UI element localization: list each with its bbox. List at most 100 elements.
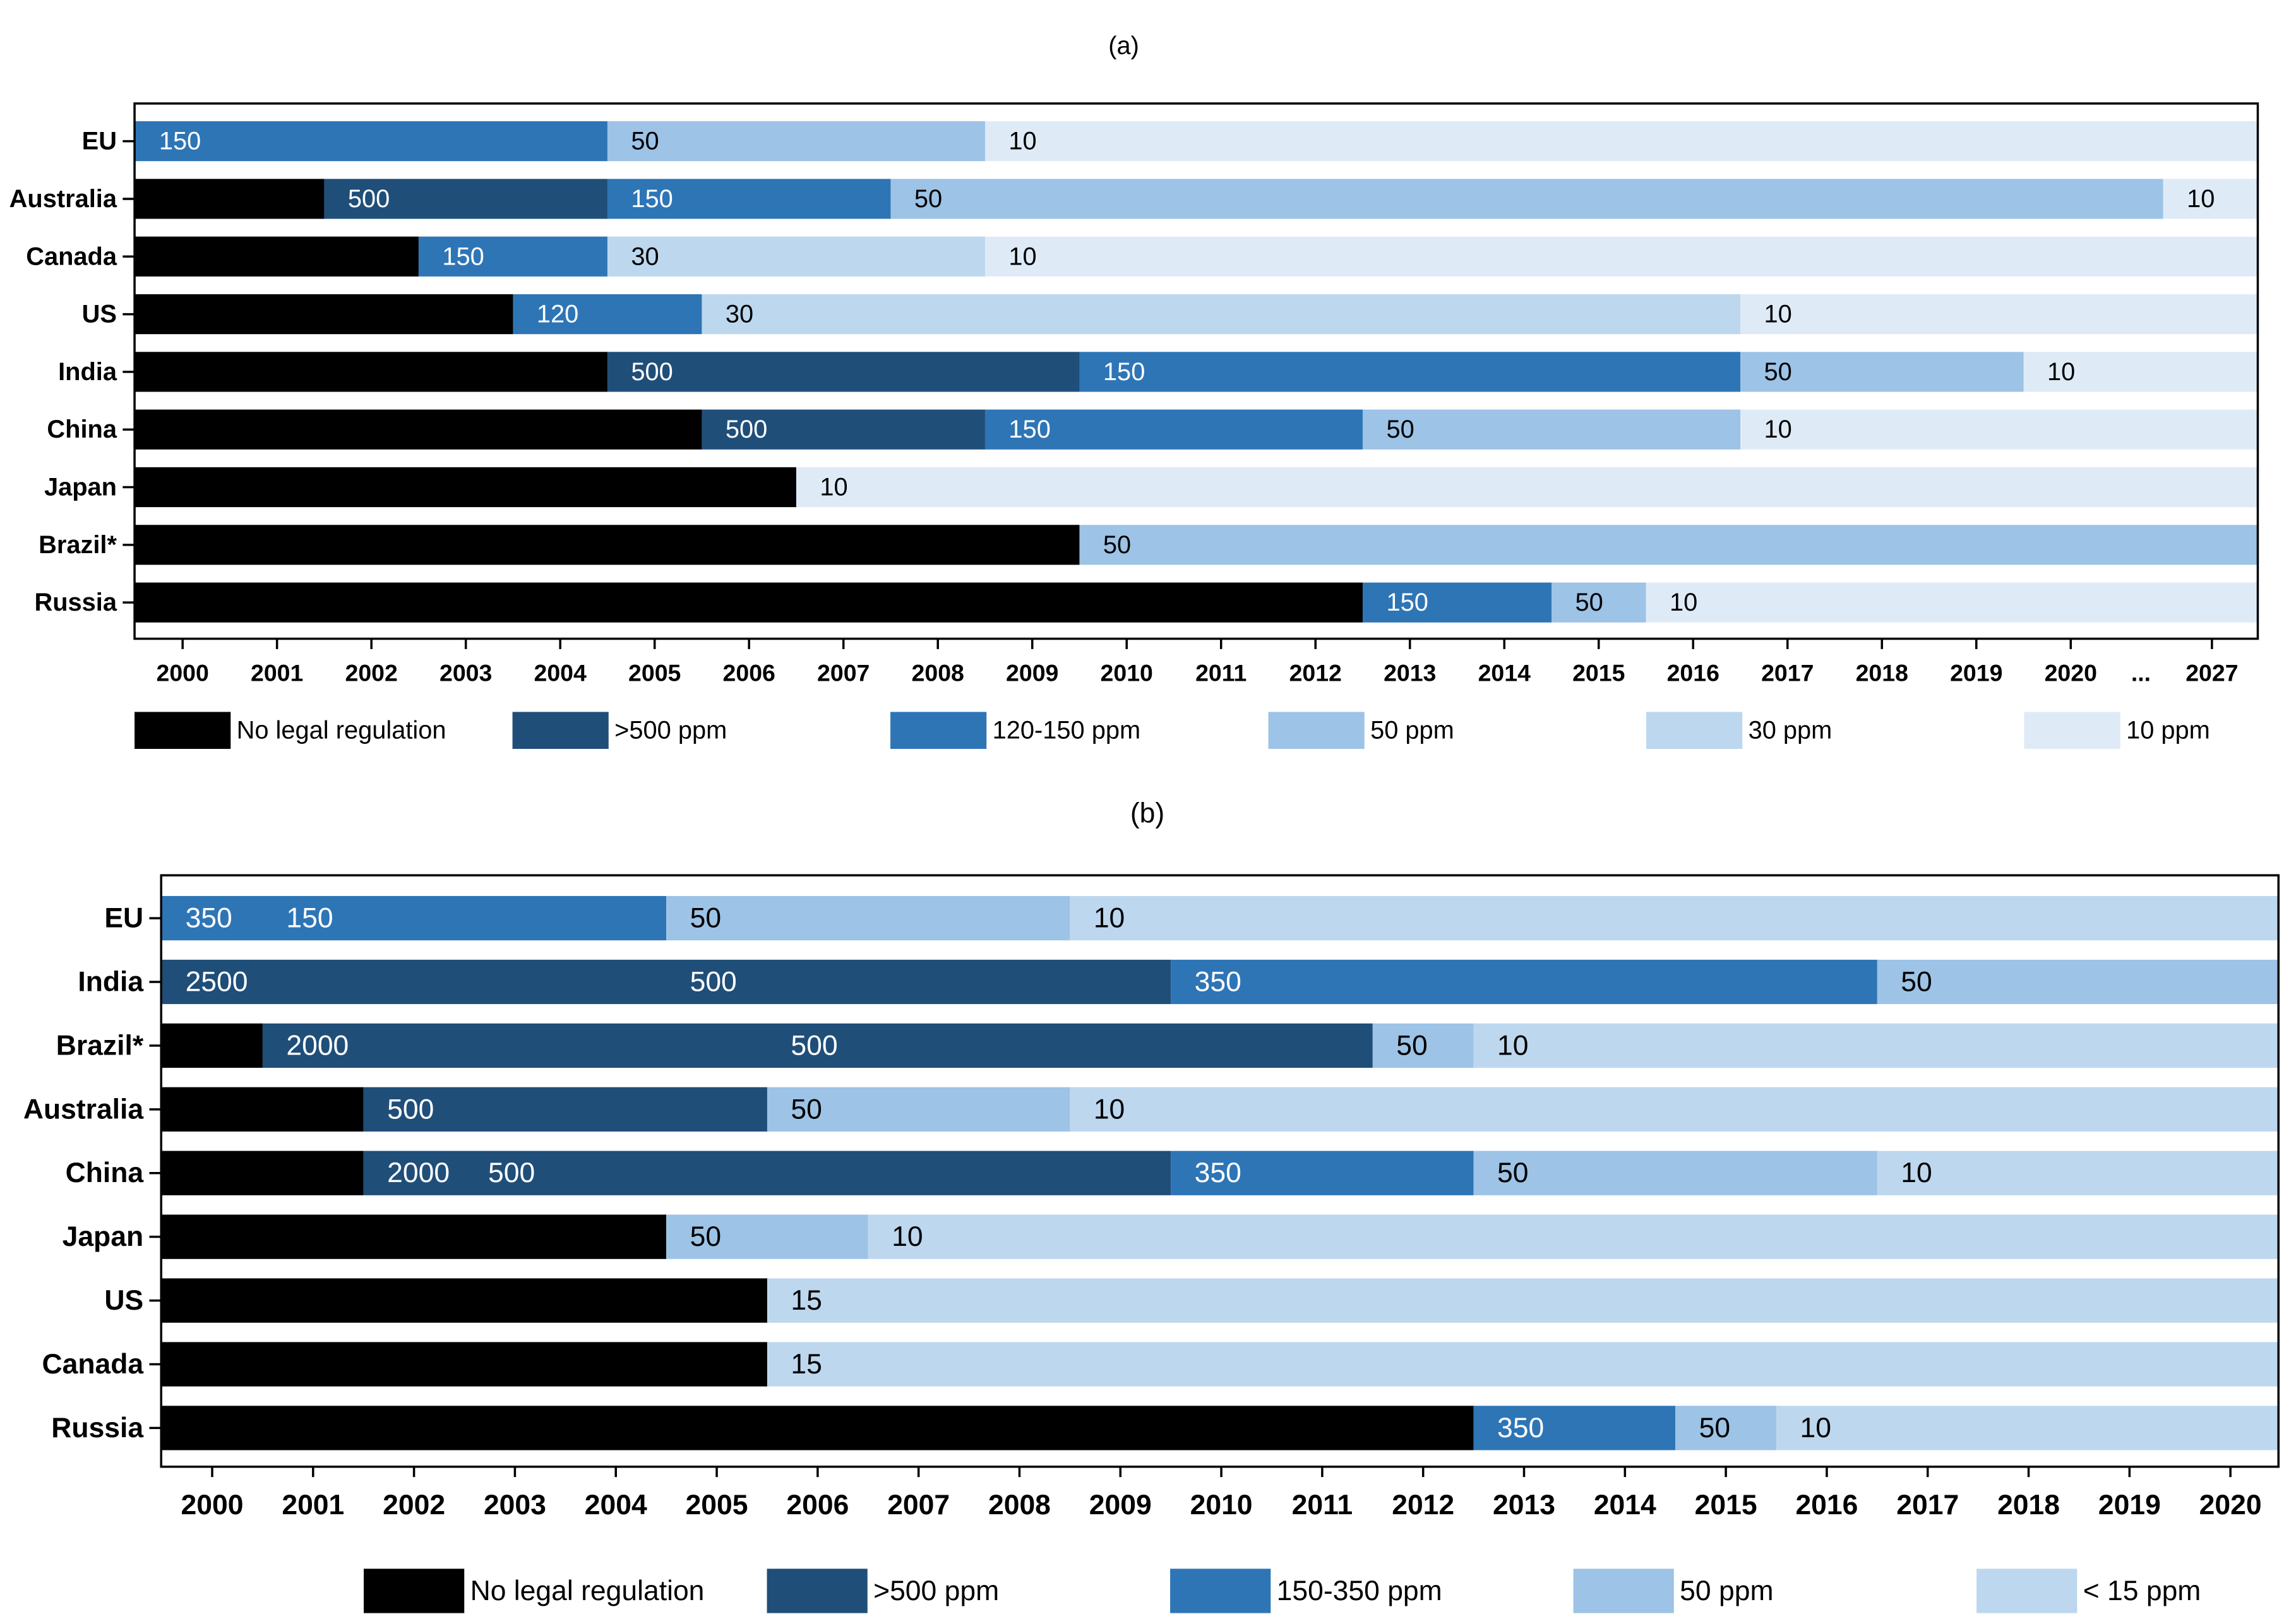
row-china: 500 150 50 10 China <box>47 409 2258 450</box>
legend-label: 10 ppm <box>2126 717 2210 744</box>
bar-segment <box>162 959 1171 1005</box>
legend-item: No legal regulation <box>364 1569 704 1613</box>
segment-value-label: 10 <box>1008 128 1036 155</box>
legend-item: 150-350 ppm <box>1170 1569 1442 1613</box>
segment-value-label: 500 <box>690 966 737 997</box>
country-label: Brazil* <box>39 531 117 559</box>
segment-value-label: 10 <box>892 1221 923 1252</box>
x-tick-label: 2004 <box>585 1490 647 1521</box>
bar-segment <box>868 1214 2279 1259</box>
x-tick-label: 2001 <box>251 659 303 686</box>
legend-label: >500 ppm <box>873 1575 999 1606</box>
x-tick-label: 2014 <box>1594 1490 1656 1521</box>
bar-segment <box>363 1087 767 1132</box>
country-label: Canada <box>26 242 117 270</box>
x-tick-label: 2018 <box>1997 1490 2060 1521</box>
x-tick-label: 2020 <box>2199 1490 2262 1521</box>
legend-label: >500 ppm <box>614 717 727 744</box>
row-japan: 10 Japan <box>44 467 2258 508</box>
row-china: 350 50 10 2000 500 China <box>66 1151 2279 1195</box>
segment-value-label: 50 <box>1103 531 1131 559</box>
x-tick-label: 2007 <box>817 659 870 686</box>
bar-segment <box>607 352 1080 392</box>
legend-swatch <box>1573 1569 1674 1613</box>
bar-segment <box>135 179 325 219</box>
bar-segment <box>324 179 607 219</box>
bar-segment <box>135 409 702 450</box>
country-label: India <box>78 966 144 997</box>
segment-value-label: 500 <box>348 185 390 213</box>
row-us: 15 US <box>104 1278 2279 1323</box>
x-tick-label: 2004 <box>534 659 587 686</box>
segment-value-label: 15 <box>791 1285 822 1316</box>
row-russia: 350 50 10 Russia <box>51 1406 2279 1450</box>
bar-segment <box>1675 1406 1777 1450</box>
segment-value-label: 150 <box>442 242 484 270</box>
legend-label: 30 ppm <box>1749 717 1833 744</box>
bar-segment <box>607 236 985 277</box>
segment-value-label: 350 <box>1195 966 1241 997</box>
segment-value-label: 150 <box>159 128 201 155</box>
segment-value-label: 10 <box>2187 185 2215 213</box>
bar-segment <box>702 294 1741 335</box>
country-label: Australia <box>9 185 117 213</box>
bar-segment <box>1740 294 2258 335</box>
x-tick-label: 2027 <box>2185 659 2238 686</box>
segment-value-label: 150 <box>1386 589 1428 616</box>
x-tick-label: ... <box>2131 659 2151 686</box>
legend-item: 50 ppm <box>1268 712 1454 749</box>
bar-segment <box>513 294 702 335</box>
bar-segment <box>135 352 607 392</box>
x-tick-label: 2015 <box>1695 1490 1757 1521</box>
x-tick-label: 2011 <box>1195 659 1247 686</box>
row-eu: 150 50 10 EU <box>82 121 2258 162</box>
segment-value-label: 10 <box>2047 358 2075 386</box>
x-tick-label: 2017 <box>1896 1490 1959 1521</box>
x-tick-label: 2019 <box>1950 659 2002 686</box>
country-label: Canada <box>42 1349 144 1380</box>
bar-segment <box>984 121 2258 162</box>
segment-value-label: 50 <box>690 1221 721 1252</box>
x-tick-label: 2000 <box>181 1490 244 1521</box>
row-india: 500 150 50 10 India <box>58 352 2258 392</box>
segment-value-label: 50 <box>690 903 721 934</box>
legend-item: 30 ppm <box>1646 712 1832 749</box>
bar-segment <box>162 1342 767 1387</box>
bar-segment <box>162 1087 364 1132</box>
x-tick-label: 2003 <box>439 659 492 686</box>
bar-segment <box>890 179 2163 219</box>
segment-value-label: 500 <box>791 1030 837 1061</box>
x-tick-label: 2008 <box>988 1490 1051 1521</box>
x-tick-label: 2010 <box>1190 1490 1253 1521</box>
bar-segment <box>984 409 1363 450</box>
country-label: EU <box>104 903 143 934</box>
bar-segment <box>135 582 1363 623</box>
legend-swatch <box>364 1569 465 1613</box>
bar-segment <box>162 1214 667 1259</box>
segment-value-label: 150 <box>1008 415 1050 443</box>
x-tick-label: 2003 <box>484 1490 546 1521</box>
plot-frame <box>160 874 2280 1468</box>
segment-value-label: 50 <box>1386 415 1414 443</box>
legend-item: 10 ppm <box>2024 712 2210 749</box>
bar-segment <box>1740 352 2024 392</box>
legend-swatch <box>767 1569 868 1613</box>
bar-segment <box>1877 1151 2279 1195</box>
x-tick-label: 2007 <box>887 1490 950 1521</box>
segment-value-label: 10 <box>1764 415 1791 443</box>
x-tick-label: 2000 <box>157 659 209 686</box>
plot-frame <box>133 102 2259 640</box>
row-canada: 150 30 10 Canada <box>26 236 2258 277</box>
bar-segment <box>1362 409 1741 450</box>
legend-item: < 15 ppm <box>1976 1569 2201 1613</box>
segment-value-label: 500 <box>387 1094 434 1125</box>
country-label: China <box>66 1157 145 1188</box>
country-label: Japan <box>63 1221 144 1252</box>
bar-segment <box>135 294 513 335</box>
segment-value-label: 2000 <box>286 1030 349 1061</box>
legend-swatch <box>1976 1569 2078 1613</box>
segment-value-label: 10 <box>1800 1413 1831 1444</box>
row-australia: 500 150 50 10 Australia <box>9 179 2258 219</box>
bar-segment <box>162 895 667 941</box>
row-japan: 50 10 Japan <box>63 1214 2279 1259</box>
